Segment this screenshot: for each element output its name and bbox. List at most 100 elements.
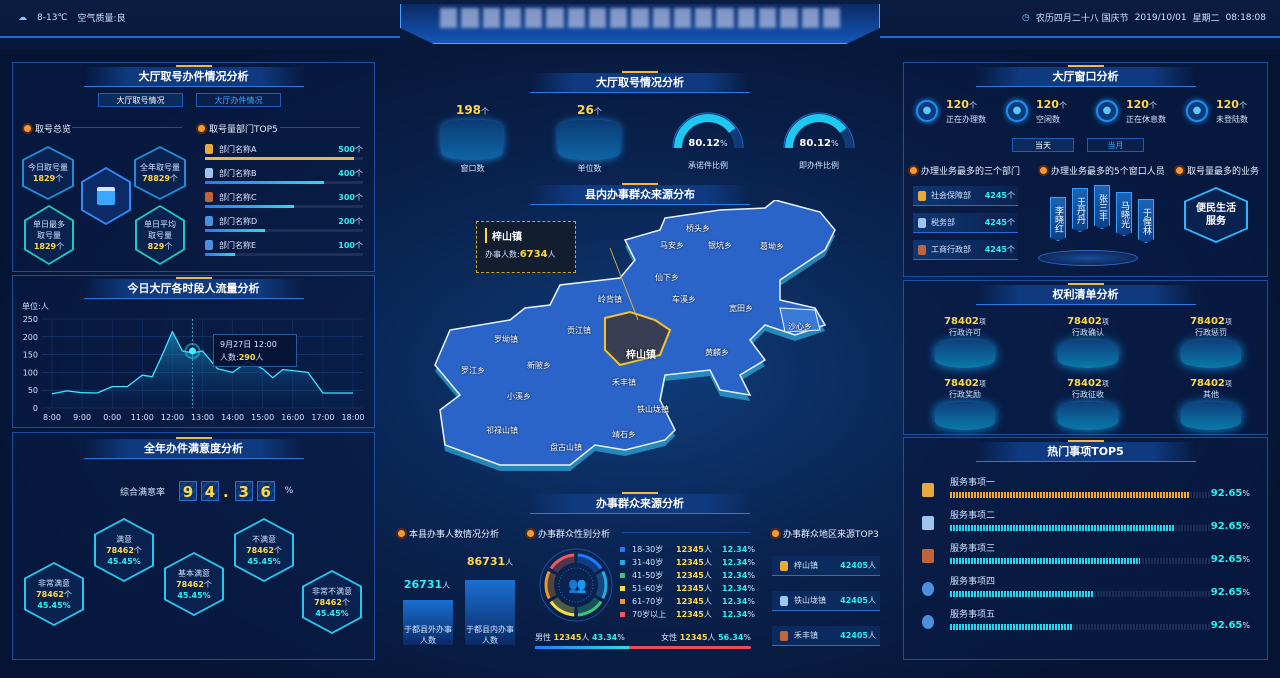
section-title: 取号总览 — [35, 125, 72, 135]
rank-medal-icon — [922, 582, 934, 596]
satisfaction-label: 非常不满意 — [312, 586, 352, 596]
male-count: 12345 — [553, 633, 582, 642]
tooltip-value: 290 — [238, 353, 256, 362]
rate-digit: 9 — [179, 481, 198, 501]
y-tick-label: 100 — [23, 368, 38, 377]
map-region-label[interactable]: 贡江镇 — [567, 326, 591, 335]
age-label: 61-70岁 — [632, 597, 664, 606]
rights-label: 行政惩罚 — [1195, 328, 1227, 337]
map-region-label[interactable]: 铁山垅镇 — [637, 405, 669, 414]
tab-ticket-status[interactable]: 大厅取号情况 — [98, 93, 183, 107]
region-source-row: 禾丰镇 42405人 — [772, 626, 880, 646]
rate-unit: % — [284, 486, 294, 496]
map-region-label[interactable]: 祁禄山镇 — [486, 426, 518, 435]
hot-item-pct: 92.65 — [1210, 521, 1243, 532]
rank-medal-icon — [780, 561, 788, 571]
satisfaction-value: 78462 — [176, 579, 204, 589]
rights-platform-icon — [1058, 340, 1118, 368]
stat-unit: 个 — [55, 174, 64, 183]
map-region-label[interactable]: 禾丰镇 — [612, 378, 636, 387]
progress-fill — [205, 181, 325, 184]
region-unit: 人 — [868, 596, 876, 605]
rank-medal-icon — [205, 240, 213, 250]
stat-daily-avg: 单日平均取号量 829个 — [135, 205, 185, 265]
tab-case-status[interactable]: 大厅办件情况 — [196, 93, 281, 107]
x-tick-label: 14:00 — [221, 413, 244, 422]
y-tick-label: 250 — [23, 315, 38, 324]
dept-value: 4245 — [984, 191, 1007, 200]
rights-platform-icon — [935, 340, 995, 368]
tab-month[interactable]: 当月 — [1087, 138, 1144, 152]
outside-count: 26731人 — [398, 578, 456, 591]
map-region-label[interactable]: 银坑乡 — [708, 241, 732, 250]
section-title-source: 办事群众来源分析 — [530, 492, 750, 514]
rank-medal-icon — [780, 631, 788, 641]
satisfaction-hex: 不满意 78462个 45.45% — [234, 518, 294, 582]
map-region-label[interactable]: 宽田乡 — [729, 304, 753, 313]
rank-medal-icon — [918, 191, 926, 201]
satisfaction-hex: 基本满意 78462个 45.45% — [164, 552, 224, 616]
map-region-label[interactable]: 罗坳镇 — [494, 335, 518, 344]
progress-fill — [205, 157, 355, 160]
panel-title: 大厅取号办件情况分析 — [83, 65, 304, 87]
rights-label: 行政许可 — [949, 328, 981, 337]
map-region-label[interactable]: 沙心乡 — [788, 322, 812, 331]
bullet-icon — [527, 530, 534, 537]
satisfaction-hex: 满意 78462个 45.45% — [94, 518, 154, 582]
region-value: 42405 — [840, 631, 868, 640]
map-region-label[interactable]: 梓山镇 — [626, 350, 656, 361]
map-region-label[interactable]: 岭背镇 — [598, 295, 622, 304]
legend-swatch — [620, 612, 625, 617]
age-label: 18-30岁 — [632, 545, 664, 554]
stat-label: 全年取号量 — [140, 163, 180, 172]
hot-item-name: 服务事项五 — [950, 610, 996, 620]
count-value: 86731 — [466, 555, 506, 568]
stat-unit: 个 — [593, 107, 602, 116]
staff-name: 马晓光 — [1119, 201, 1129, 228]
map-region-label[interactable]: 车溪乡 — [672, 295, 696, 304]
map-region-label[interactable]: 葛坳乡 — [760, 242, 784, 251]
rights-label: 行政奖励 — [949, 390, 981, 399]
gauge-unit: % — [720, 139, 728, 148]
series-line — [51, 330, 353, 395]
map-region-label[interactable]: 黄麟乡 — [705, 348, 729, 357]
dept-value: 4245 — [984, 218, 1007, 227]
gauge-label: 即办件比例 — [799, 161, 839, 170]
bullet-icon — [910, 167, 917, 174]
gauge-label: 承诺件比例 — [688, 161, 728, 170]
region-name: 梓山镇 — [794, 561, 818, 570]
region-source-row: 铁山垅镇 42405人 — [772, 591, 880, 611]
staff-name: 李晓红 — [1053, 206, 1063, 233]
hover-point-ring — [184, 343, 201, 360]
bullet-icon — [1040, 167, 1047, 174]
y-tick-label: 0 — [33, 404, 38, 413]
gauge — [783, 112, 855, 149]
map-region-label[interactable]: 新陂乡 — [527, 361, 551, 370]
map-region-label[interactable]: 小溪乡 — [507, 392, 531, 401]
progress-fill — [205, 229, 265, 232]
stat-unit: 个 — [56, 241, 65, 251]
window-stat-unit: 个 — [968, 101, 977, 110]
donut-arc — [549, 553, 575, 570]
map-region-label[interactable]: 罗江乡 — [461, 366, 485, 375]
clock-icon: ◷ — [1021, 12, 1030, 23]
progress-track — [205, 253, 363, 256]
map-region-label[interactable]: 马安乡 — [660, 241, 684, 250]
staff-tag: 张三丰 — [1094, 185, 1110, 229]
map-region-label[interactable]: 盘古山镇 — [550, 443, 582, 452]
dept-row: 税务部 4245个 — [913, 213, 1018, 233]
map-region-label[interactable]: 靖石乡 — [612, 430, 636, 439]
map-region-label[interactable]: 仙下乡 — [655, 273, 679, 282]
map-region-label[interactable]: 桥头乡 — [686, 224, 710, 233]
hover-point[interactable] — [188, 347, 196, 355]
tab-today[interactable]: 当天 — [1012, 138, 1074, 152]
progress-fill — [205, 205, 295, 208]
region-name: 禾丰镇 — [794, 631, 818, 640]
age-unit: 人 — [703, 584, 712, 593]
rights-value: 78402 — [944, 316, 979, 327]
dept-row: 工商行政部 4245个 — [913, 240, 1018, 260]
gauge-value: 80.12 — [688, 138, 721, 149]
rights-platform-icon — [1058, 402, 1118, 430]
dept-value: 100 — [338, 241, 355, 250]
rank-medal-icon — [922, 483, 934, 497]
